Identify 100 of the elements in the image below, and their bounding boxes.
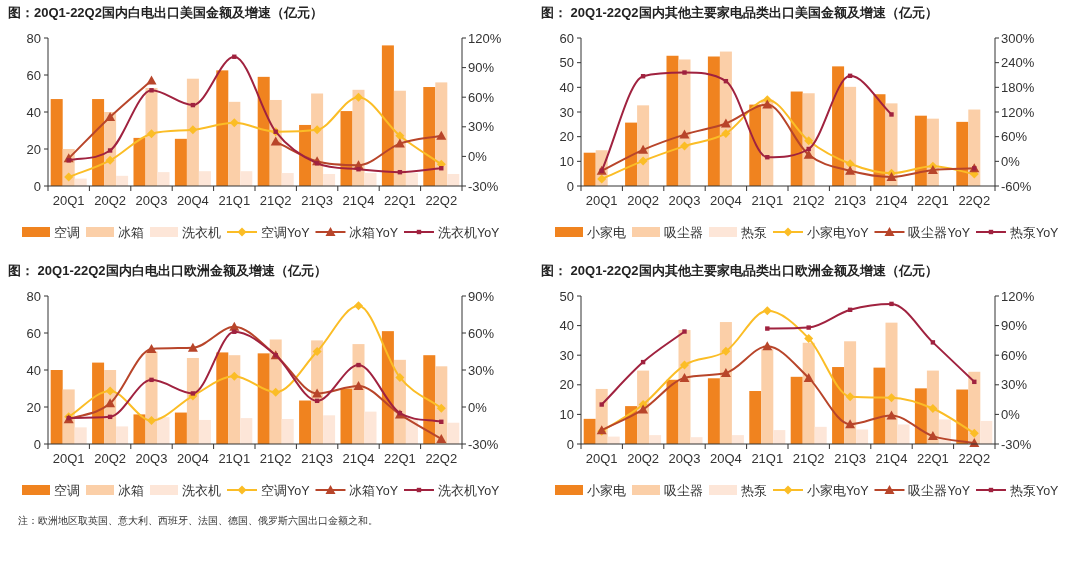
- y-tick-label: 50: [559, 55, 574, 71]
- x-tick-label: 21Q2: [792, 451, 825, 466]
- y2-tick-label: 60%: [1001, 129, 1028, 145]
- y2-tick-label: 120%: [468, 30, 502, 46]
- y2-tick-label: -30%: [1001, 436, 1032, 452]
- y-tick-label: 40: [26, 362, 41, 378]
- x-tick-label: 20Q4: [176, 193, 209, 208]
- y2-tick-label: -30%: [468, 436, 499, 452]
- x-tick-label: 22Q2: [425, 193, 458, 208]
- y2-tick-label: 0%: [468, 148, 488, 164]
- y-tick-label: 30: [559, 104, 574, 120]
- x-tick-label: 21Q2: [259, 451, 292, 466]
- chart-title: 图：20Q1-22Q2国内白电出口美国金额及增速（亿元）: [8, 5, 323, 20]
- legend-label: 洗衣机: [182, 226, 221, 240]
- y2-tick-label: 0%: [1001, 153, 1021, 169]
- y-tick-label: 0: [566, 178, 574, 194]
- legend-label: 热泵: [741, 226, 767, 240]
- legend-label: 冰箱YoY: [349, 226, 399, 240]
- legend-label: 冰箱YoY: [349, 484, 399, 498]
- x-tick-label: 20Q4: [709, 193, 742, 208]
- x-tick-label: 21Q4: [342, 193, 375, 208]
- y-tick-label: 40: [26, 104, 41, 120]
- x-tick-label: 21Q3: [834, 193, 867, 208]
- x-tick-label: 21Q2: [259, 193, 292, 208]
- x-tick-label: 21Q2: [792, 193, 825, 208]
- legend-label: 洗衣机YoY: [437, 484, 501, 498]
- y2-tick-label: 300%: [1001, 30, 1035, 46]
- x-tick-label: 21Q4: [875, 451, 908, 466]
- y-tick-label: 60: [559, 30, 574, 46]
- x-tick-label: 20Q3: [668, 451, 701, 466]
- y-tick-label: 60: [26, 325, 41, 341]
- x-tick-label: 20Q2: [94, 193, 127, 208]
- x-tick-label: 21Q3: [834, 451, 867, 466]
- legend-label: 吸尘器YoY: [908, 484, 971, 498]
- y-tick-label: 20: [559, 377, 574, 393]
- x-tick-label: 20Q1: [585, 193, 618, 208]
- x-tick-label: 22Q2: [958, 451, 991, 466]
- y-tick-label: 60: [26, 67, 41, 83]
- y2-tick-label: 0%: [1001, 406, 1021, 422]
- legend-label: 冰箱: [118, 484, 144, 498]
- x-tick-label: 21Q1: [218, 451, 251, 466]
- legend-label: 空调YoY: [261, 484, 311, 498]
- x-tick-label: 20Q2: [627, 451, 660, 466]
- y2-tick-label: 90%: [468, 288, 495, 304]
- x-tick-label: 21Q1: [218, 193, 251, 208]
- y2-tick-label: 180%: [1001, 79, 1035, 95]
- legend-label: 小家电YoY: [807, 225, 870, 240]
- y2-tick-label: 90%: [1001, 318, 1028, 334]
- x-tick-label: 22Q2: [425, 451, 458, 466]
- y-tick-label: 0: [566, 436, 574, 452]
- y-tick-label: 80: [26, 288, 41, 304]
- x-tick-label: 20Q4: [709, 451, 742, 466]
- y-tick-label: 0: [33, 436, 41, 452]
- x-tick-label: 20Q4: [176, 451, 209, 466]
- y2-tick-label: 90%: [468, 60, 495, 76]
- x-tick-label: 22Q1: [383, 451, 416, 466]
- x-tick-label: 20Q1: [585, 451, 618, 466]
- y-tick-label: 50: [559, 288, 574, 304]
- x-tick-label: 21Q4: [342, 451, 375, 466]
- y-tick-label: 20: [26, 399, 41, 415]
- y2-tick-label: 30%: [468, 119, 495, 135]
- y2-tick-label: 60%: [1001, 347, 1028, 363]
- y-tick-label: 10: [559, 406, 574, 422]
- chart-title: 图： 20Q1-22Q2国内其他主要家电品类出口欧洲金额及增速（亿元）: [541, 263, 938, 278]
- x-tick-label: 20Q3: [135, 451, 168, 466]
- x-tick-label: 21Q3: [301, 193, 334, 208]
- legend-label: 热泵YoY: [1009, 226, 1060, 240]
- legend-label: 小家电: [587, 225, 626, 240]
- legend-label: 冰箱: [118, 226, 144, 240]
- legend-label: 洗衣机: [182, 484, 221, 498]
- legend-label: 洗衣机YoY: [437, 226, 501, 240]
- y2-tick-label: 30%: [1001, 377, 1028, 393]
- legend-label: 吸尘器YoY: [908, 226, 971, 240]
- y2-tick-label: -30%: [468, 178, 499, 194]
- x-tick-label: 21Q1: [751, 451, 784, 466]
- y-tick-label: 0: [33, 178, 41, 194]
- legend-label: 空调: [54, 226, 80, 240]
- text: 注：欧洲地区取英国、意大利、西班牙、法国、德国、俄罗斯六国出口金额之和。: [18, 515, 378, 526]
- y-tick-label: 80: [26, 30, 41, 46]
- y-tick-label: 30: [559, 347, 574, 363]
- y2-tick-label: 60%: [468, 325, 495, 341]
- legend-label: 热泵YoY: [1009, 484, 1060, 498]
- x-tick-label: 20Q2: [94, 451, 127, 466]
- x-tick-label: 20Q3: [668, 193, 701, 208]
- x-tick-label: 20Q3: [135, 193, 168, 208]
- y2-tick-label: -60%: [1001, 178, 1032, 194]
- x-tick-label: 20Q1: [52, 451, 85, 466]
- x-tick-label: 22Q1: [916, 193, 949, 208]
- x-tick-label: 22Q1: [916, 451, 949, 466]
- y2-tick-label: 30%: [468, 362, 495, 378]
- x-tick-label: 22Q1: [383, 193, 416, 208]
- y2-tick-label: 0%: [468, 399, 488, 415]
- legend-label: 空调YoY: [261, 226, 311, 240]
- legend-label: 空调: [54, 484, 80, 498]
- y-tick-label: 20: [559, 129, 574, 145]
- legend-label: 吸尘器: [664, 484, 703, 498]
- y2-tick-label: 120%: [1001, 288, 1035, 304]
- y-tick-label: 10: [559, 153, 574, 169]
- legend-label: 热泵: [741, 484, 767, 498]
- legend-label: 吸尘器: [664, 226, 703, 240]
